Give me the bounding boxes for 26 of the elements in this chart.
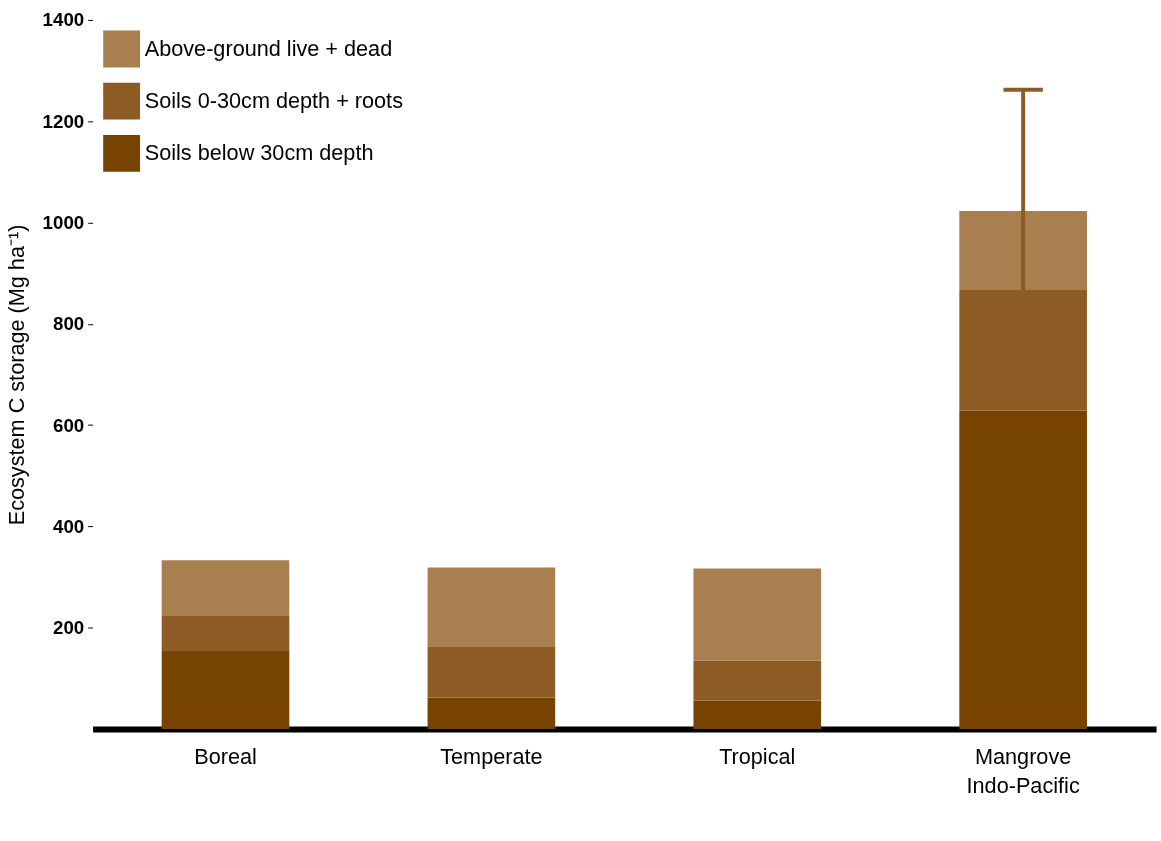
y-tick-label: 200 [53,617,85,639]
bar [427,646,556,698]
y-tick-label: 1400 [42,9,85,31]
bar [693,700,822,729]
y-tick-label: 1200 [42,110,85,132]
y-tick-label: 600 [53,414,85,436]
bar [693,660,822,701]
x-tick-label: Boreal [194,743,257,769]
y-axis-title: Ecosystem C storage (Mg ha⁻¹) [3,224,29,526]
bar [161,650,290,729]
legend-label: Soils 0-30cm depth + roots [144,88,404,114]
bar [959,410,1087,729]
bar [427,567,556,647]
bar [959,210,1087,290]
x-tick-label: Mangrove Indo-Pacific [966,743,1080,799]
bar [161,616,290,651]
y-tick-label: 1000 [42,211,85,233]
x-tick-label: Temperate [440,743,543,769]
y-tick-label: 400 [53,515,85,537]
legend-label: Above-ground live + dead [144,35,393,61]
y-tick-label: 800 [53,313,85,335]
bar [161,560,290,617]
x-tick-label: Tropical [719,743,796,769]
bar [427,697,556,729]
bar [693,568,822,661]
legend-label: Soils below 30cm depth [144,140,374,166]
